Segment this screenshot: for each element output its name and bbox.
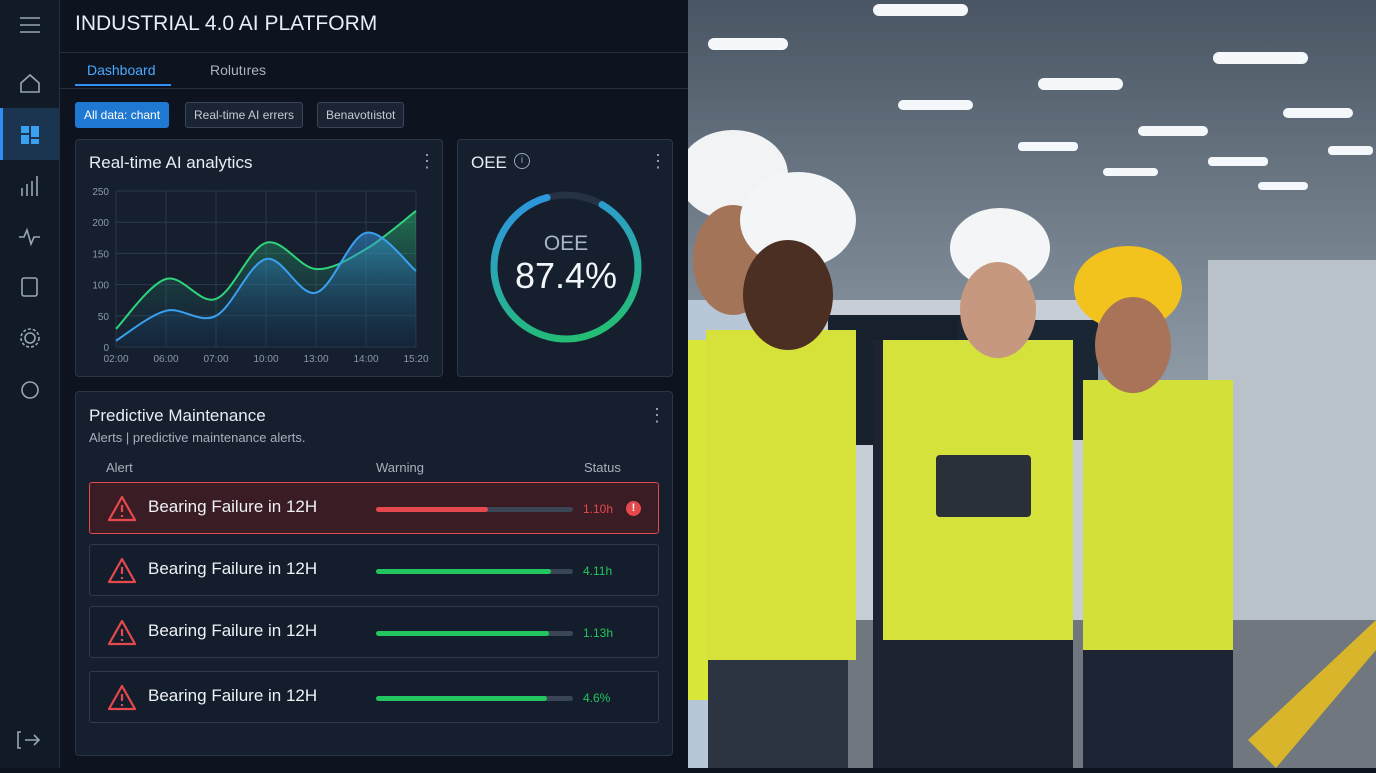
x-tick-label: 14:00 xyxy=(353,354,378,365)
filter-chip[interactable]: All data: chant xyxy=(75,102,170,128)
active-item[interactable] xyxy=(0,108,59,160)
alert-row[interactable]: Bearing Failure in 12H 4.11h xyxy=(89,544,659,596)
settings-icon[interactable] xyxy=(24,332,36,344)
chart-icon[interactable] xyxy=(21,176,38,196)
alert-text: Bearing Failure in 12H xyxy=(148,559,318,578)
column-header: Warning xyxy=(376,460,424,475)
app-title: INDUSTRIAL 4.0 AI PLATFORM xyxy=(75,12,378,35)
sidebar-icons xyxy=(0,17,59,749)
card-title: Real-time AI analytics xyxy=(89,153,253,172)
progress-bar xyxy=(376,631,550,636)
status-text: 4.6% xyxy=(583,691,611,705)
column-header: Alert xyxy=(106,460,133,475)
tab[interactable]: Rolutıres xyxy=(210,62,267,78)
tab-underline xyxy=(75,84,171,86)
alert-row[interactable]: Bearing Failure in 12H 1.10h! xyxy=(89,482,659,534)
status-text: 4.11h xyxy=(583,564,613,578)
gauge-arc xyxy=(490,191,642,343)
menu-icon[interactable] xyxy=(20,17,40,33)
warning-triangle xyxy=(107,619,137,646)
oee-gauge: OEE 87.4% xyxy=(490,191,642,343)
line-chart: 0 50 100 150 200 250 02:00 06:00 07:00 10:00 13:00… xyxy=(92,187,429,365)
x-tick-label: 07:00 xyxy=(203,354,228,365)
clipboard-icon[interactable] xyxy=(21,277,38,297)
factory-photo xyxy=(688,0,1376,768)
card-title: Predictive Maintenance xyxy=(89,406,266,425)
warning-triangle xyxy=(107,495,137,522)
home-icon[interactable] xyxy=(20,73,40,93)
progress-bar xyxy=(376,507,489,512)
menu-dots[interactable]: ⋮ xyxy=(648,405,666,425)
x-tick-label: 06:00 xyxy=(153,354,178,365)
y-tick-label: 150 xyxy=(92,249,109,260)
progress-track xyxy=(376,569,573,574)
tab[interactable]: Dashboard xyxy=(87,62,156,78)
filter-chip[interactable]: Benavotıistot xyxy=(317,102,405,128)
pulse-icon[interactable] xyxy=(19,227,40,247)
x-tick-label: 13:00 xyxy=(303,354,328,365)
y-tick-label: 100 xyxy=(92,281,109,292)
y-tick-label: 50 xyxy=(98,312,110,323)
progress-bar xyxy=(376,569,552,574)
progress-track xyxy=(376,631,573,636)
alert-row[interactable]: Bearing Failure in 12H 1.13h xyxy=(89,606,659,658)
menu-dots[interactable]: ⋮ xyxy=(418,151,436,171)
alert-text: Bearing Failure in 12H xyxy=(148,497,318,516)
warning-triangle xyxy=(107,557,137,584)
x-tick-label: 10:00 xyxy=(253,354,278,365)
x-tick-label: 02:00 xyxy=(103,354,128,365)
gauge-value: 87.4% xyxy=(515,255,617,296)
warning-triangle xyxy=(107,684,137,711)
sidebar xyxy=(0,0,60,768)
area xyxy=(116,232,416,347)
y-tick-label: 200 xyxy=(92,218,109,229)
y-tick-label: 0 xyxy=(103,343,109,354)
filter-chip[interactable]: Real-time AI errers xyxy=(185,102,304,128)
oee-card: OEE i ⋮ OEE 87.4% xyxy=(457,139,673,377)
alert-text: Bearing Failure in 12H xyxy=(148,621,318,640)
bot-icon[interactable] xyxy=(21,381,39,399)
divider xyxy=(60,52,688,53)
y-tick-label: 250 xyxy=(92,187,109,198)
column-header: Status xyxy=(584,460,621,475)
warning-icon xyxy=(107,684,137,711)
x-tick-label: 15:20 xyxy=(403,354,428,365)
divider xyxy=(60,88,688,89)
status-text: 1.13h xyxy=(583,626,614,640)
warning-icon xyxy=(107,557,137,584)
progress-track xyxy=(376,507,573,512)
status-icon: ! xyxy=(626,501,641,516)
status-text: 1.10h xyxy=(583,502,614,516)
progress-track xyxy=(376,696,573,701)
analytics-card: Real-time AI analytics ⋮ 0 50 100 150 200 250… xyxy=(75,139,443,377)
info-icon[interactable]: i xyxy=(514,153,530,169)
progress-bar xyxy=(376,696,548,701)
alert-row[interactable]: Bearing Failure in 12H 4.6% xyxy=(89,671,659,723)
line xyxy=(115,231,417,342)
gauge-label: OEE xyxy=(544,232,588,255)
card-subtitle: Alerts | predictive maintenance alerts. xyxy=(89,430,306,445)
card-title: OEE xyxy=(471,153,507,172)
warning-icon xyxy=(107,619,137,646)
alert-text: Bearing Failure in 12H xyxy=(148,686,318,705)
warning-icon xyxy=(107,495,137,522)
menu-dots[interactable]: ⋮ xyxy=(649,151,667,171)
logout-icon[interactable] xyxy=(17,731,41,749)
